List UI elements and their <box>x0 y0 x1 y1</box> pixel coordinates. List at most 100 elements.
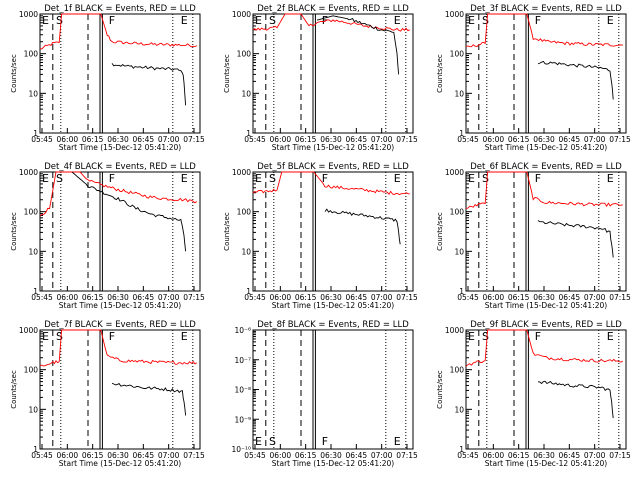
y-axis-label: Counts/sec <box>10 54 18 93</box>
x-tick-label: 07:15 <box>396 451 418 460</box>
y-tick-label: 100 <box>450 366 465 375</box>
segment-marker: S <box>482 330 489 343</box>
x-tick-label: 07:15 <box>183 135 205 144</box>
x-tick-label: 06:45 <box>133 135 155 144</box>
chart-panel-1: Det_1f BLACK = Events, RED = LLD 1 10 100 10… <box>10 4 205 152</box>
plot-frame <box>252 171 414 292</box>
y-tick-label: 1000 <box>445 10 464 19</box>
x-tick-label: 07:00 <box>371 451 393 460</box>
x-tick-label: 06:15 <box>295 135 317 144</box>
y-tick-label: 1000 <box>445 326 464 335</box>
x-tick-label: 07:00 <box>584 135 606 144</box>
x-tick-label: 07:15 <box>183 293 205 302</box>
x-tick-label: 07:15 <box>183 451 205 460</box>
segment-marker: E <box>394 14 401 27</box>
x-tick-label: 05:45 <box>457 451 479 460</box>
y-tick-label: 1 <box>246 129 251 138</box>
y-tick-label: 1000 <box>19 168 38 177</box>
y-axis-label: Counts/sec <box>223 54 231 93</box>
y-tick-label: 10 <box>28 405 38 414</box>
x-tick-label: 06:45 <box>133 293 155 302</box>
x-tick-label: 06:30 <box>107 451 129 460</box>
segment-marker: S <box>269 435 276 448</box>
x-tick-label: 06:15 <box>508 135 530 144</box>
y-tick-label: 10⁻⁶ <box>234 326 251 335</box>
segment-marker: F <box>535 330 541 343</box>
segment-marker: F <box>109 330 115 343</box>
segment-marker: S <box>482 14 489 27</box>
x-tick-label: 07:00 <box>158 293 180 302</box>
segment-marker: E <box>468 330 475 343</box>
segment-marker: E <box>42 172 49 185</box>
y-tick-label: 10 <box>28 247 38 256</box>
y-tick-label: 10 <box>454 247 464 256</box>
y-tick-label: 10⁻¹⁰ <box>231 445 251 454</box>
y-tick-label: 100 <box>24 208 39 217</box>
chart-title: Det_7f BLACK = Events, RED = LLD <box>44 320 196 330</box>
chart-title: Det_4f BLACK = Events, RED = LLD <box>44 162 196 172</box>
series-line-black-events <box>316 15 400 75</box>
x-axis-label: Start Time (15-Dec-12 05:41:20) <box>485 301 607 310</box>
segment-marker: E <box>468 14 475 27</box>
y-tick-label: 1 <box>459 445 464 454</box>
segment-marker: E <box>607 172 614 185</box>
y-axis-label: Counts/sec <box>10 370 18 409</box>
plot-frame <box>465 329 627 450</box>
plot-frame <box>39 329 201 450</box>
chart-panel-4: Det_4f BLACK = Events, RED = LLD 1 10 100 10… <box>10 162 205 310</box>
x-tick-label: 06:30 <box>533 135 555 144</box>
chart-title: Det_5f BLACK = Events, RED = LLD <box>257 162 409 172</box>
series-line-black-events <box>537 380 614 419</box>
x-tick-label: 06:45 <box>346 293 368 302</box>
y-tick-label: 1 <box>33 287 38 296</box>
y-tick-label: 1 <box>246 287 251 296</box>
segment-marker: E <box>468 172 475 185</box>
x-tick-label: 07:00 <box>371 135 393 144</box>
chart-title: Det_3f BLACK = Events, RED = LLD <box>470 4 622 14</box>
x-tick-label: 07:00 <box>371 293 393 302</box>
x-tick-label: 05:45 <box>244 451 266 460</box>
y-tick-label: 10 <box>28 89 38 98</box>
series-line-black-events <box>537 60 614 100</box>
x-tick-label: 06:00 <box>57 135 79 144</box>
y-tick-label: 10 <box>241 247 251 256</box>
x-tick-label: 07:15 <box>396 135 418 144</box>
x-tick-label: 06:30 <box>533 451 555 460</box>
chart-title: Det_8f BLACK = Events, RED = LLD <box>257 320 409 330</box>
segment-marker: F <box>109 14 115 27</box>
x-tick-label: 06:00 <box>483 135 505 144</box>
chart-panel-2: Det_2f BLACK = Events, RED = LLD 1 10 100 10… <box>223 4 418 152</box>
x-tick-label: 06:30 <box>320 451 342 460</box>
x-tick-label: 06:15 <box>508 451 530 460</box>
series-line-black-events <box>537 220 614 258</box>
chart-panel-8: Det_8f BLACK = Events, RED = LLD 10⁻¹⁰ 10⁻… <box>231 320 418 468</box>
segment-marker: F <box>535 172 541 185</box>
series-line-black-events <box>324 208 401 245</box>
segment-marker: F <box>322 14 328 27</box>
y-tick-label: 1 <box>459 129 464 138</box>
y-tick-label: 10 <box>241 89 251 98</box>
y-tick-label: 1000 <box>445 168 464 177</box>
y-tick-label: 10 <box>454 405 464 414</box>
y-tick-label: 10⁻⁸ <box>234 386 251 395</box>
series-line-black-events <box>71 171 187 252</box>
series-line-red-lld <box>465 13 623 48</box>
x-tick-label: 06:15 <box>295 451 317 460</box>
segment-marker: S <box>482 172 489 185</box>
x-tick-label: 07:15 <box>609 451 631 460</box>
x-tick-label: 06:45 <box>346 451 368 460</box>
segment-marker: E <box>42 14 49 27</box>
chart-title: Det_2f BLACK = Events, RED = LLD <box>257 4 409 14</box>
series-line-black-events <box>111 382 187 416</box>
x-tick-label: 06:45 <box>559 135 581 144</box>
x-tick-label: 06:45 <box>133 451 155 460</box>
x-axis-label: Start Time (15-Dec-12 05:41:20) <box>485 459 607 468</box>
x-tick-label: 07:15 <box>609 293 631 302</box>
segment-marker: S <box>56 172 63 185</box>
segment-marker: E <box>42 330 49 343</box>
x-axis-label: Start Time (15-Dec-12 05:41:20) <box>272 143 394 152</box>
x-tick-label: 06:00 <box>270 293 292 302</box>
x-tick-label: 07:15 <box>396 293 418 302</box>
plot-frame <box>252 329 414 450</box>
y-axis-label: Counts/sec <box>436 54 444 93</box>
